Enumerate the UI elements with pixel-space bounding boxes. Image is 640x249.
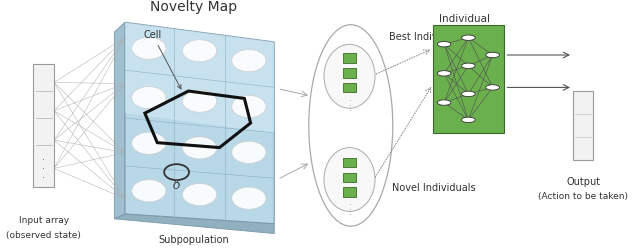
FancyBboxPatch shape [343, 54, 356, 63]
Text: .: . [348, 198, 351, 207]
FancyBboxPatch shape [343, 158, 356, 167]
Circle shape [461, 35, 476, 40]
Text: O: O [173, 182, 180, 191]
Ellipse shape [324, 148, 375, 211]
Circle shape [461, 91, 476, 97]
Polygon shape [125, 22, 275, 133]
Ellipse shape [182, 40, 217, 62]
FancyBboxPatch shape [343, 68, 356, 77]
Ellipse shape [132, 180, 166, 202]
Text: .: . [348, 104, 351, 113]
Circle shape [437, 71, 451, 76]
Circle shape [461, 63, 476, 68]
Ellipse shape [232, 141, 266, 163]
Text: .: . [42, 152, 45, 162]
Ellipse shape [232, 187, 266, 209]
Text: Novel Individuals: Novel Individuals [392, 183, 476, 193]
Polygon shape [115, 214, 275, 234]
Ellipse shape [132, 87, 166, 109]
Text: .: . [348, 99, 351, 108]
Circle shape [437, 100, 451, 105]
Text: .: . [42, 170, 45, 180]
Polygon shape [125, 22, 275, 224]
Circle shape [461, 117, 476, 123]
Text: Cell: Cell [143, 30, 181, 89]
Text: Subpopulation: Subpopulation [158, 235, 228, 245]
Text: Output: Output [566, 177, 600, 187]
Ellipse shape [232, 95, 266, 118]
Ellipse shape [182, 137, 217, 159]
Text: .: . [42, 161, 45, 171]
Polygon shape [115, 22, 125, 219]
Circle shape [437, 42, 451, 47]
Ellipse shape [324, 44, 375, 108]
Ellipse shape [132, 132, 166, 154]
Text: .: . [348, 208, 351, 217]
Text: Novelty Map: Novelty Map [150, 0, 237, 14]
Circle shape [486, 52, 499, 58]
FancyBboxPatch shape [343, 173, 356, 182]
Text: Input array: Input array [19, 216, 69, 225]
Ellipse shape [232, 50, 266, 72]
Text: .: . [348, 94, 351, 103]
Ellipse shape [182, 90, 217, 112]
Text: (Action to be taken): (Action to be taken) [538, 192, 628, 201]
Text: .: . [348, 203, 351, 212]
Circle shape [486, 85, 499, 90]
Text: Individual: Individual [438, 14, 490, 24]
FancyBboxPatch shape [343, 187, 356, 197]
FancyBboxPatch shape [433, 25, 504, 133]
FancyBboxPatch shape [33, 64, 54, 187]
FancyBboxPatch shape [343, 83, 356, 92]
Ellipse shape [182, 184, 217, 206]
Ellipse shape [132, 37, 166, 59]
Text: Best Individuals: Best Individuals [389, 32, 467, 42]
FancyBboxPatch shape [573, 91, 593, 160]
Ellipse shape [308, 25, 393, 226]
Text: (observed state): (observed state) [6, 231, 81, 240]
